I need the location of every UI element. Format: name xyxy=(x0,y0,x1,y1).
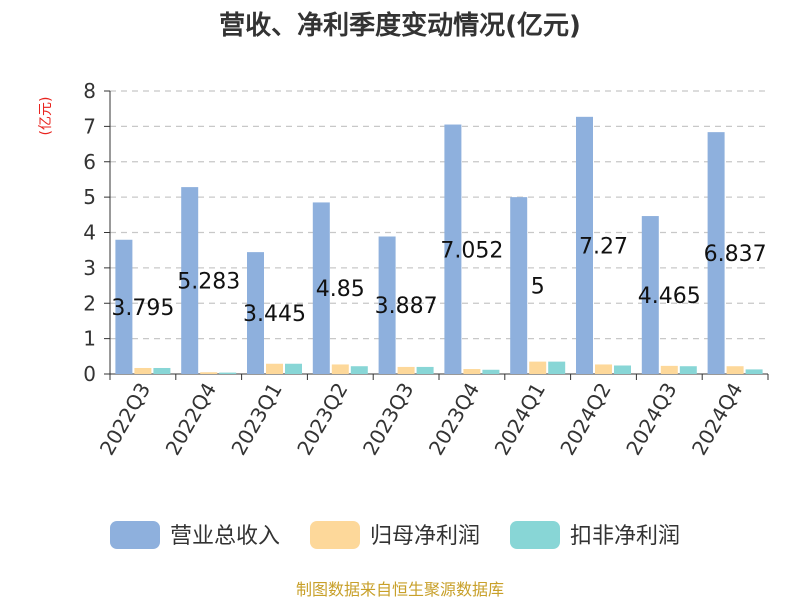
data-label: 3.795 xyxy=(111,296,174,321)
bar-3-2023Q1[interactable] xyxy=(285,363,302,374)
legend-label: 营业总收入 xyxy=(170,524,280,549)
data-label: 3.445 xyxy=(243,302,306,327)
bar-3-2024Q2[interactable] xyxy=(614,365,631,374)
bar-2-2024Q2[interactable] xyxy=(595,364,612,374)
x-tick-label: 2022Q4 xyxy=(161,379,221,460)
y-tick-label: 2 xyxy=(83,291,96,315)
legend[interactable]: 营业总收入 归母净利润 扣非净利润 xyxy=(110,521,680,549)
data-label: 6.837 xyxy=(704,242,767,267)
bar-1-2022Q3[interactable] xyxy=(115,239,133,374)
legend-swatch xyxy=(310,521,360,549)
bar-1-2023Q3[interactable] xyxy=(378,236,396,374)
legend-label: 归母净利润 xyxy=(370,524,480,549)
data-label: 4.85 xyxy=(316,277,365,302)
y-tick-label: 5 xyxy=(83,185,96,209)
chart-title: 营收、净利季度变动情况(亿元) xyxy=(219,10,581,41)
bar-1-2023Q4[interactable] xyxy=(444,124,462,375)
bar-2-2022Q3[interactable] xyxy=(134,367,152,374)
bar-1-2024Q2[interactable] xyxy=(576,116,593,374)
bar-3-2022Q4[interactable] xyxy=(219,372,237,374)
x-tick-label: 2024Q2 xyxy=(555,379,615,460)
y-tick-label: 7 xyxy=(83,114,96,138)
bar-3-2024Q3[interactable] xyxy=(679,366,697,374)
bar-1-2024Q1[interactable] xyxy=(510,197,528,374)
y-axis-unit-label: (亿元) xyxy=(38,97,54,136)
x-tick-label: 2023Q4 xyxy=(424,379,484,460)
y-tick-label: 3 xyxy=(83,256,96,280)
bar-2-2022Q4[interactable] xyxy=(200,372,218,374)
bar-1-2024Q3[interactable] xyxy=(641,216,659,374)
bar-2-2024Q3[interactable] xyxy=(660,365,678,374)
data-label: 4.465 xyxy=(638,284,701,309)
bar-2-2024Q1[interactable] xyxy=(529,361,547,374)
x-tick-label: 2022Q3 xyxy=(95,379,155,460)
legend-swatch xyxy=(110,521,160,549)
legend-item-2[interactable]: 归母净利润 xyxy=(310,521,480,549)
bar-1-2024Q4[interactable] xyxy=(707,132,725,374)
x-tick-label: 2023Q2 xyxy=(292,379,352,460)
bar-3-2023Q3[interactable] xyxy=(416,366,434,374)
legend-item-1[interactable]: 营业总收入 xyxy=(110,521,280,549)
bar-1-2022Q4[interactable] xyxy=(181,187,199,374)
legend-item-3[interactable]: 扣非净利润 xyxy=(510,521,680,549)
y-tick-label: 8 xyxy=(83,79,96,103)
x-tick-label: 2023Q3 xyxy=(358,379,418,460)
bar-2-2024Q4[interactable] xyxy=(726,366,744,374)
bar-2-2023Q4[interactable] xyxy=(463,369,481,374)
bar-2-2023Q1[interactable] xyxy=(266,363,283,374)
bar-3-2023Q4[interactable] xyxy=(482,369,500,374)
y-tick-label: 6 xyxy=(83,150,96,174)
bar-3-2023Q2[interactable] xyxy=(350,366,368,374)
data-label: 5.283 xyxy=(177,270,240,295)
data-label: 7.052 xyxy=(440,238,503,263)
y-tick-label: 4 xyxy=(83,221,96,245)
x-tick-label: 2023Q1 xyxy=(226,379,286,460)
data-label: 7.27 xyxy=(579,234,628,259)
bar-2-2023Q2[interactable] xyxy=(331,364,349,374)
bar-1-2023Q2[interactable] xyxy=(312,202,330,374)
x-tick-label: 2024Q1 xyxy=(490,379,550,460)
legend-label: 扣非净利润 xyxy=(570,524,680,549)
bars xyxy=(115,116,763,375)
bar-1-2023Q1[interactable] xyxy=(247,252,264,374)
x-tick-label: 2024Q3 xyxy=(621,379,681,460)
y-tick-label: 1 xyxy=(83,327,96,351)
source-note: 制图数据来自恒生聚源数据库 xyxy=(296,580,504,599)
y-tick-label: 0 xyxy=(83,362,96,386)
bar-3-2024Q4[interactable] xyxy=(745,369,763,374)
bar-3-2022Q3[interactable] xyxy=(153,367,171,374)
bar-3-2024Q1[interactable] xyxy=(548,361,566,374)
data-label: 5 xyxy=(531,275,545,300)
data-label: 3.887 xyxy=(375,294,438,319)
legend-swatch xyxy=(510,521,560,549)
x-tick-label: 2024Q4 xyxy=(687,379,747,460)
bar-2-2023Q3[interactable] xyxy=(397,366,415,374)
